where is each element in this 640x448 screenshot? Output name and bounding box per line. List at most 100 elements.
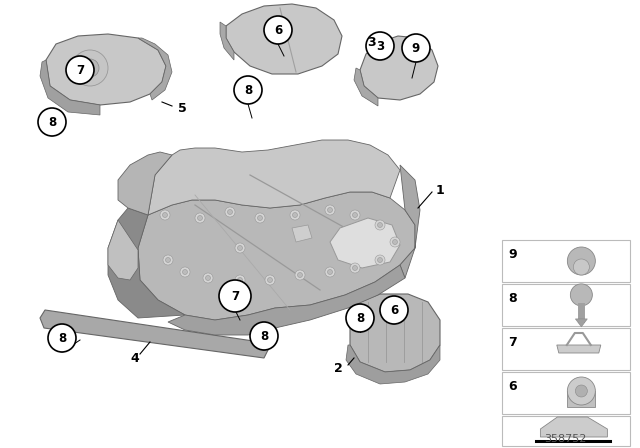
Circle shape xyxy=(378,223,383,228)
Text: 8: 8 xyxy=(48,116,56,129)
Circle shape xyxy=(255,213,265,223)
Text: 2: 2 xyxy=(334,362,343,375)
Polygon shape xyxy=(138,38,172,100)
Text: 7: 7 xyxy=(76,64,84,77)
Circle shape xyxy=(163,255,173,265)
Circle shape xyxy=(237,246,243,250)
Circle shape xyxy=(264,16,292,44)
Polygon shape xyxy=(568,391,595,407)
Text: 4: 4 xyxy=(131,352,140,365)
Circle shape xyxy=(325,205,335,215)
Circle shape xyxy=(235,243,245,253)
Circle shape xyxy=(219,280,251,312)
Circle shape xyxy=(163,212,168,217)
Circle shape xyxy=(325,267,335,277)
Polygon shape xyxy=(350,294,440,372)
Circle shape xyxy=(353,212,358,217)
Circle shape xyxy=(66,56,94,84)
Polygon shape xyxy=(354,68,378,106)
Circle shape xyxy=(198,215,202,220)
Circle shape xyxy=(86,64,94,72)
Circle shape xyxy=(72,50,108,86)
Circle shape xyxy=(346,304,374,332)
Circle shape xyxy=(268,277,273,283)
Text: 8: 8 xyxy=(356,311,364,324)
Circle shape xyxy=(328,270,333,275)
Polygon shape xyxy=(138,192,415,320)
FancyBboxPatch shape xyxy=(502,240,630,282)
Polygon shape xyxy=(360,36,438,100)
Circle shape xyxy=(160,210,170,220)
Circle shape xyxy=(180,267,190,277)
Circle shape xyxy=(353,266,358,271)
Circle shape xyxy=(402,34,430,62)
Polygon shape xyxy=(330,218,400,268)
Text: 6: 6 xyxy=(508,380,516,393)
Circle shape xyxy=(235,275,245,285)
Circle shape xyxy=(292,212,298,217)
FancyBboxPatch shape xyxy=(502,284,630,326)
Text: 358752: 358752 xyxy=(544,434,586,444)
Circle shape xyxy=(205,276,211,280)
Polygon shape xyxy=(575,319,588,327)
Circle shape xyxy=(375,255,385,265)
Circle shape xyxy=(350,263,360,273)
Circle shape xyxy=(227,210,232,215)
Circle shape xyxy=(182,270,188,275)
Circle shape xyxy=(392,240,397,245)
FancyBboxPatch shape xyxy=(502,328,630,370)
Polygon shape xyxy=(220,22,234,60)
Text: 6: 6 xyxy=(274,23,282,36)
FancyBboxPatch shape xyxy=(502,416,630,446)
Circle shape xyxy=(48,324,76,352)
Circle shape xyxy=(203,273,213,283)
Text: 9: 9 xyxy=(412,42,420,55)
Circle shape xyxy=(568,247,595,275)
Polygon shape xyxy=(540,417,607,437)
Polygon shape xyxy=(400,165,420,278)
Polygon shape xyxy=(350,310,368,326)
Text: 8: 8 xyxy=(260,329,268,343)
Circle shape xyxy=(81,59,99,77)
Text: 1: 1 xyxy=(436,184,445,197)
Polygon shape xyxy=(46,34,166,105)
Polygon shape xyxy=(226,4,342,74)
Circle shape xyxy=(573,259,589,275)
Circle shape xyxy=(570,284,593,306)
FancyBboxPatch shape xyxy=(502,372,630,414)
Circle shape xyxy=(250,322,278,350)
Polygon shape xyxy=(108,220,138,280)
Polygon shape xyxy=(168,265,405,335)
Polygon shape xyxy=(292,225,312,242)
Circle shape xyxy=(328,207,333,212)
Text: 8: 8 xyxy=(508,292,516,305)
Circle shape xyxy=(265,275,275,285)
Circle shape xyxy=(568,377,595,405)
Circle shape xyxy=(166,258,170,263)
Polygon shape xyxy=(40,310,268,358)
Circle shape xyxy=(350,210,360,220)
Text: 5: 5 xyxy=(178,102,187,115)
Circle shape xyxy=(378,258,383,263)
Polygon shape xyxy=(40,60,100,115)
Circle shape xyxy=(290,210,300,220)
Circle shape xyxy=(195,213,205,223)
Text: 8: 8 xyxy=(244,83,252,96)
Polygon shape xyxy=(108,208,185,318)
Circle shape xyxy=(225,207,235,217)
Circle shape xyxy=(298,272,303,277)
Polygon shape xyxy=(118,152,172,215)
Text: 8: 8 xyxy=(58,332,66,345)
Text: 6: 6 xyxy=(390,303,398,316)
Circle shape xyxy=(375,220,385,230)
Polygon shape xyxy=(557,345,601,353)
Circle shape xyxy=(366,32,394,60)
Circle shape xyxy=(575,385,588,397)
Text: 3: 3 xyxy=(376,39,384,52)
Circle shape xyxy=(295,270,305,280)
Circle shape xyxy=(380,296,408,324)
Circle shape xyxy=(257,215,262,220)
Circle shape xyxy=(38,108,66,136)
Text: 3: 3 xyxy=(368,36,376,49)
Polygon shape xyxy=(346,345,440,384)
